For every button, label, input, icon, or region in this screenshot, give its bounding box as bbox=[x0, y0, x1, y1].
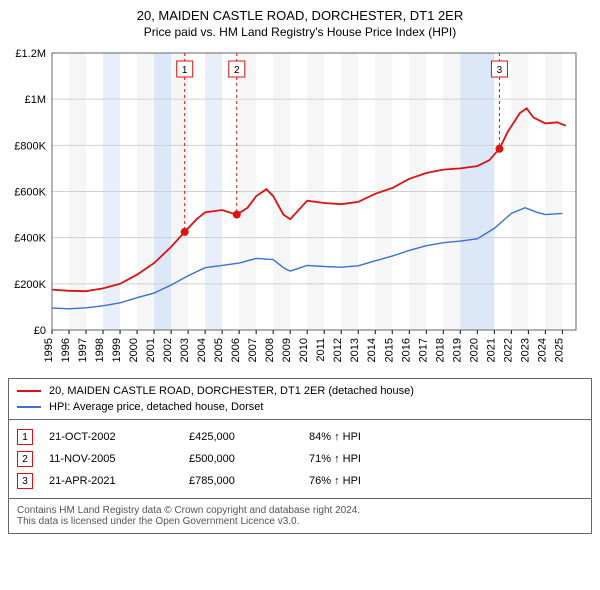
x-tick-label: 2015 bbox=[383, 338, 395, 362]
x-tick-label: 2023 bbox=[519, 338, 531, 362]
marker-price: £425,000 bbox=[189, 431, 309, 443]
marker-price: £785,000 bbox=[189, 475, 309, 487]
marker-row: 3 21-APR-2021£785,00076% ↑ HPI bbox=[17, 470, 583, 492]
x-tick-label: 2012 bbox=[332, 338, 344, 362]
marker-index-box: 1 bbox=[17, 429, 33, 445]
y-tick-label: £200K bbox=[14, 279, 46, 291]
x-tick-label: 2001 bbox=[145, 338, 157, 362]
chart-title: 20, MAIDEN CASTLE ROAD, DORCHESTER, DT1 … bbox=[8, 8, 592, 23]
x-tick-label: 2024 bbox=[536, 338, 548, 362]
y-tick-label: £1M bbox=[25, 94, 46, 106]
chart-area: £0 £200K £400K £600K £800K £1M £1.2M 1995 1996 19… bbox=[8, 47, 592, 372]
x-tick-label: 1999 bbox=[111, 338, 123, 362]
marker-delta: 76% ↑ HPI bbox=[309, 475, 361, 487]
y-tick-label: £0 bbox=[34, 325, 46, 337]
legend: 20, MAIDEN CASTLE ROAD, DORCHESTER, DT1 … bbox=[8, 378, 592, 420]
marker-row: 1 21-OCT-2002£425,00084% ↑ HPI bbox=[17, 426, 583, 448]
x-tick-label: 1997 bbox=[77, 338, 89, 362]
legend-item: 20, MAIDEN CASTLE ROAD, DORCHESTER, DT1 … bbox=[17, 383, 583, 399]
x-tick-label: 2018 bbox=[434, 338, 446, 362]
marker-delta: 71% ↑ HPI bbox=[309, 453, 361, 465]
legend-swatch bbox=[17, 390, 41, 392]
x-tick-label: 2013 bbox=[349, 338, 361, 362]
y-tick-label: £800K bbox=[14, 140, 46, 152]
x-tick-label: 2003 bbox=[179, 338, 191, 362]
svg-text:2: 2 bbox=[234, 65, 240, 76]
x-tick-label: 1995 bbox=[43, 338, 55, 362]
x-tick-label: 2025 bbox=[553, 338, 565, 362]
marker-date: 21-APR-2021 bbox=[49, 475, 189, 487]
footer-line: Contains HM Land Registry data © Crown c… bbox=[17, 505, 583, 516]
marker-table: 1 21-OCT-2002£425,00084% ↑ HPI 2 11-NOV-200… bbox=[8, 420, 592, 499]
x-tick-label: 2022 bbox=[502, 338, 514, 362]
x-tick-label: 2007 bbox=[247, 338, 259, 362]
x-tick-label: 2010 bbox=[298, 338, 310, 362]
x-tick-label: 1996 bbox=[60, 338, 72, 362]
marker-row: 2 11-NOV-2005£500,00071% ↑ HPI bbox=[17, 448, 583, 470]
x-tick-label: 2002 bbox=[162, 338, 174, 362]
svg-text:3: 3 bbox=[497, 65, 503, 76]
chart-subtitle: Price paid vs. HM Land Registry's House … bbox=[8, 25, 592, 39]
footer-attribution: Contains HM Land Registry data © Crown c… bbox=[8, 499, 592, 534]
x-tick-label: 2020 bbox=[468, 338, 480, 362]
marker-index-box: 2 bbox=[17, 451, 33, 467]
x-tick-label: 2005 bbox=[213, 338, 225, 362]
legend-label: HPI: Average price, detached house, Dors… bbox=[49, 401, 263, 413]
y-tick-label: £600K bbox=[14, 187, 46, 199]
x-tick-label: 2006 bbox=[230, 338, 242, 362]
marker-delta: 84% ↑ HPI bbox=[309, 431, 361, 443]
x-tick-label: 2019 bbox=[451, 338, 463, 362]
x-tick-label: 2016 bbox=[400, 338, 412, 362]
footer-line: This data is licensed under the Open Gov… bbox=[17, 516, 583, 527]
x-tick-label: 2017 bbox=[417, 338, 429, 362]
marker-index-box: 3 bbox=[17, 473, 33, 489]
x-tick-label: 2009 bbox=[281, 338, 293, 362]
y-tick-label: £1.2M bbox=[15, 48, 46, 60]
x-tick-label: 2000 bbox=[128, 338, 140, 362]
line-chart-svg: £0 £200K £400K £600K £800K £1M £1.2M 1995 1996 19… bbox=[8, 47, 582, 372]
x-tick-label: 2014 bbox=[366, 338, 378, 362]
legend-item: HPI: Average price, detached house, Dors… bbox=[17, 399, 583, 415]
x-tick-label: 2004 bbox=[196, 338, 208, 362]
marker-price: £500,000 bbox=[189, 453, 309, 465]
legend-label: 20, MAIDEN CASTLE ROAD, DORCHESTER, DT1 … bbox=[49, 385, 414, 397]
marker-date: 11-NOV-2005 bbox=[49, 453, 189, 465]
y-tick-label: £400K bbox=[14, 233, 46, 245]
marker-date: 21-OCT-2002 bbox=[49, 431, 189, 443]
legend-swatch bbox=[17, 406, 41, 408]
svg-text:1: 1 bbox=[182, 65, 188, 76]
x-tick-label: 2021 bbox=[485, 338, 497, 362]
x-tick-label: 1998 bbox=[94, 338, 106, 362]
x-tick-label: 2011 bbox=[315, 338, 327, 362]
x-tick-label: 2008 bbox=[264, 338, 276, 362]
